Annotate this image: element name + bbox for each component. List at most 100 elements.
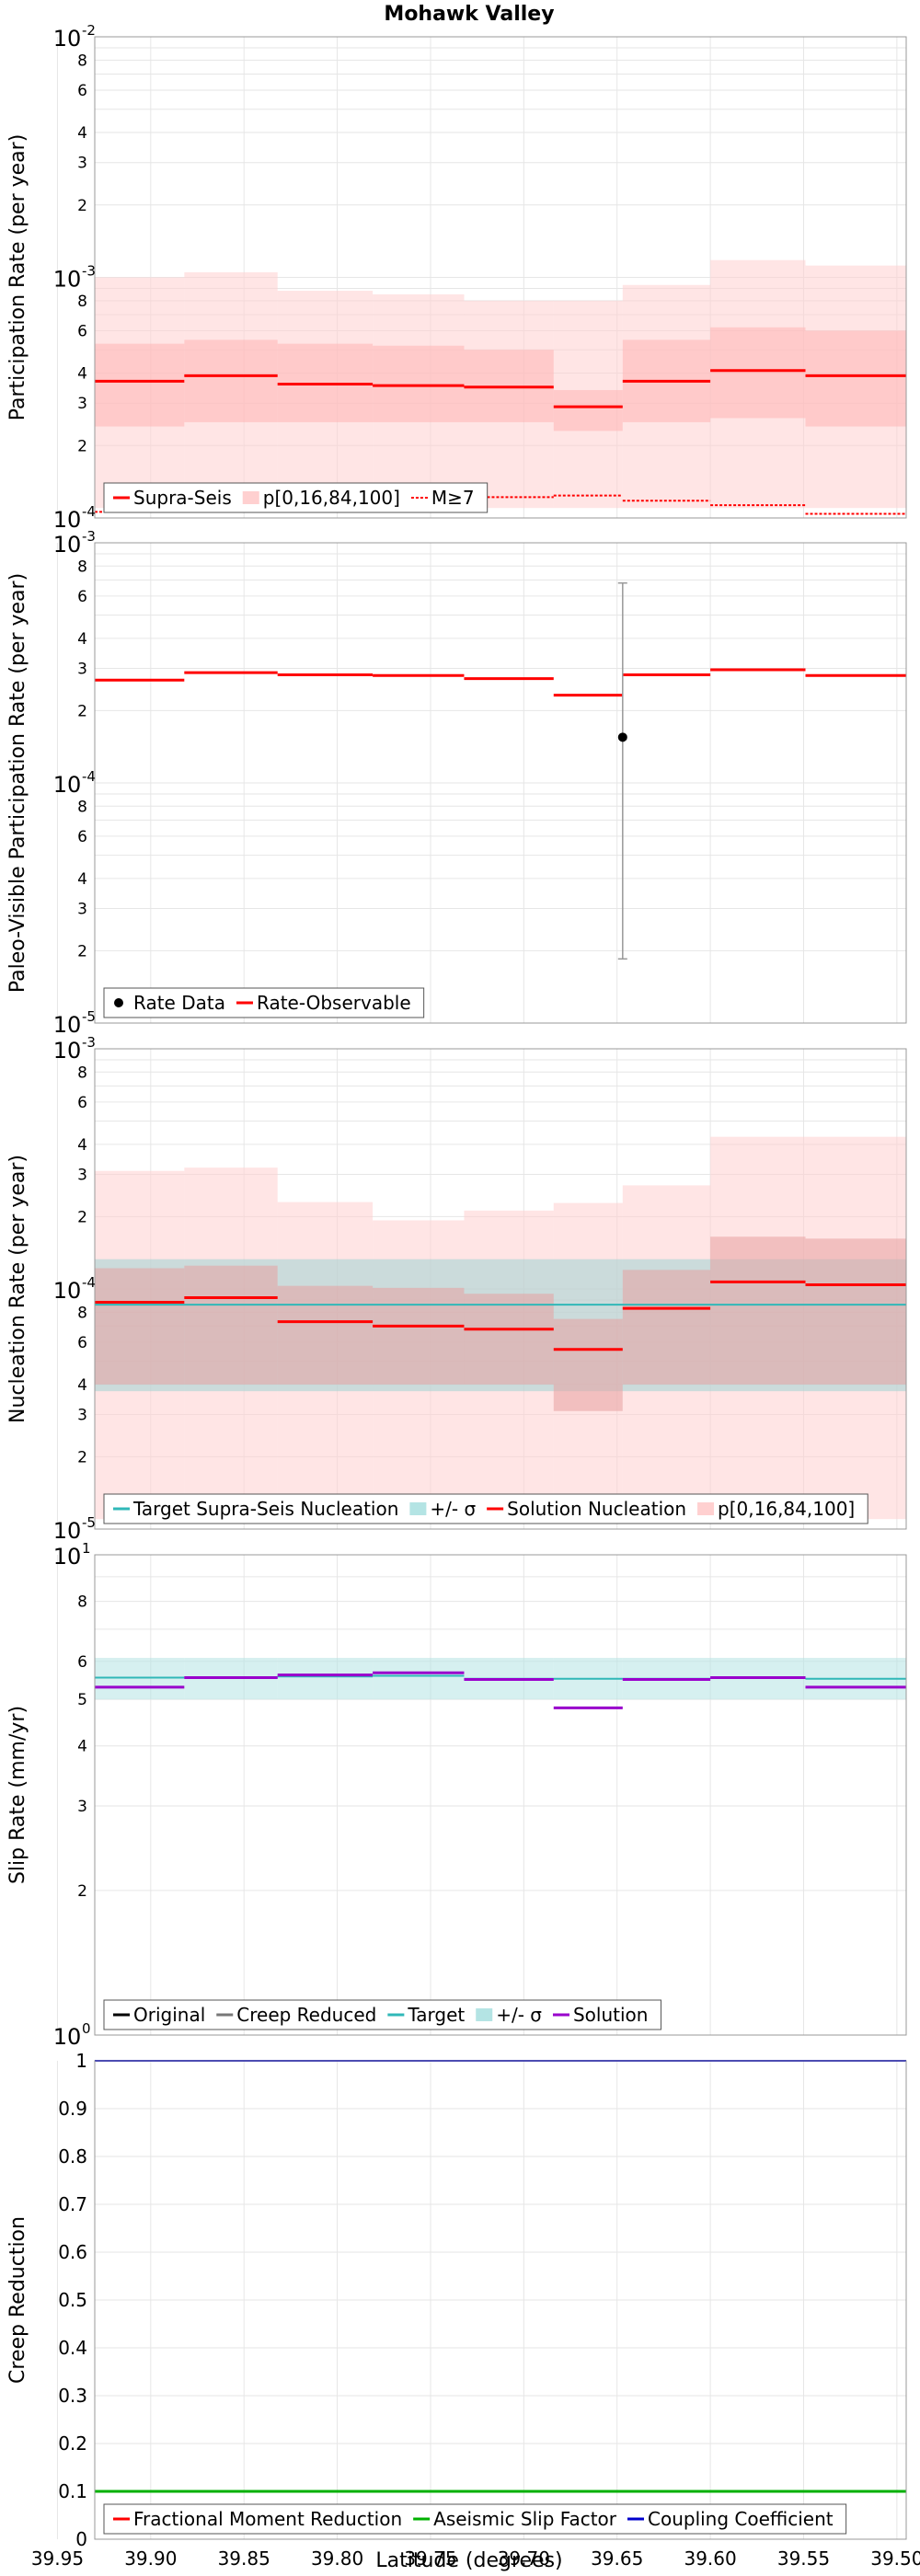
p16-84-band <box>622 1270 711 1385</box>
y-tick-major-base: 10 <box>53 772 82 798</box>
p16-84-band <box>805 330 906 427</box>
legend-label: Solution Nucleation <box>507 1498 686 1520</box>
plot-frame <box>94 1554 907 2036</box>
y-tick-minor: 3 <box>77 1166 87 1184</box>
legend-label: Coupling Coefficient <box>648 2508 834 2530</box>
y-tick-minor: 2 <box>77 1208 87 1226</box>
y-tick-minor: 4 <box>77 1376 87 1395</box>
y-tick-minor: 3 <box>77 900 87 918</box>
y-tick-minor: 3 <box>77 155 87 173</box>
chart-title: Mohawk Valley <box>384 3 554 26</box>
y-tick-major-exp: -4 <box>82 768 96 785</box>
y-tick: 0.5 <box>58 2289 87 2311</box>
y-tick-minor: 8 <box>77 52 87 70</box>
y-tick-minor: 4 <box>77 1136 87 1155</box>
y-tick-minor: 2 <box>77 1448 87 1466</box>
legend-label: Aseismic Slip Factor <box>433 2508 617 2530</box>
y-tick-minor: 3 <box>77 395 87 413</box>
y-tick-minor: 8 <box>77 798 87 816</box>
y-tick-minor: 4 <box>77 630 87 649</box>
target-sigma-band <box>373 1658 465 1700</box>
legend-label: +/- σ <box>430 1498 476 1520</box>
y-tick-major-exp: 1 <box>82 1540 91 1557</box>
p16-84-band <box>553 1318 623 1411</box>
x-tick-label: 39.95 <box>31 2547 84 2570</box>
y-tick-major-base: 10 <box>53 507 82 533</box>
legend-label: p[0,16,84,100] <box>718 1498 855 1520</box>
legend-box <box>103 1493 868 1524</box>
y-tick-minor: 2 <box>77 702 87 720</box>
x-tick-label: 39.75 <box>404 2547 456 2570</box>
legend-box <box>103 2503 847 2535</box>
y-tick: 1 <box>75 2050 87 2072</box>
legend-swatch <box>476 2008 493 2021</box>
y-tick-minor: 3 <box>77 660 87 678</box>
x-tick-label: 39.80 <box>311 2547 363 2570</box>
y-tick-major-base: 10 <box>53 2024 82 2050</box>
p16-84-band <box>710 1236 806 1385</box>
legend: Fractional Moment Reduction Aseismic Slip… <box>103 2503 847 2535</box>
p16-84-band <box>710 327 806 419</box>
y-tick-minor: 8 <box>77 558 87 576</box>
legend-label: Rate Data <box>133 992 225 1014</box>
y-tick-minor: 8 <box>77 1593 87 1612</box>
y-tick: 0.1 <box>58 2480 87 2502</box>
x-tick-label: 39.60 <box>684 2547 736 2570</box>
y-axis-label: Paleo-Visible Participation Rate (per ye… <box>6 573 29 993</box>
legend-label: Creep Reduced <box>236 2004 376 2026</box>
y-tick-major-base: 10 <box>53 532 82 558</box>
y-tick-major-exp: -2 <box>82 22 96 39</box>
y-tick: 0.6 <box>58 2241 87 2263</box>
y-tick-minor: 8 <box>77 1064 87 1082</box>
y-tick-minor: 2 <box>77 1882 87 1901</box>
legend-label: p[0,16,84,100] <box>263 487 400 509</box>
x-tick-label: 39.90 <box>124 2547 177 2570</box>
legend-label: Target Supra-Seis Nucleation <box>132 1498 398 1520</box>
y-tick-major-base: 10 <box>53 267 82 293</box>
y-tick-minor: 2 <box>77 437 87 455</box>
legend-label: +/- σ <box>496 2004 542 2026</box>
p16-84-band <box>184 1265 278 1385</box>
y-tick-major-exp: 0 <box>82 2020 91 2037</box>
y-tick-major-base: 10 <box>53 26 82 52</box>
legend: Target Supra-Seis Nucleation +/- σ Solutio… <box>103 1493 868 1524</box>
legend-swatch <box>409 1502 427 1515</box>
y-tick: 0.2 <box>58 2432 87 2455</box>
y-tick-minor: 3 <box>77 1798 87 1816</box>
legend-label: Rate-Observable <box>257 992 411 1014</box>
y-tick-major-exp: -3 <box>82 1034 96 1051</box>
y-tick-minor: 8 <box>77 293 87 311</box>
y-tick: 0 <box>75 2528 87 2550</box>
legend-label: Fractional Moment Reduction <box>133 2508 402 2530</box>
y-tick-major-base: 10 <box>53 1278 82 1304</box>
p16-84-band <box>277 1285 374 1385</box>
y-tick-minor: 2 <box>77 942 87 960</box>
rate-data-point <box>617 732 627 742</box>
p16-84-band <box>373 345 465 422</box>
p16-84-band <box>95 343 185 427</box>
legend-swatch <box>242 491 259 504</box>
y-tick-major-exp: -3 <box>82 528 96 545</box>
legend-swatch <box>114 998 123 1007</box>
y-tick-major-exp: -5 <box>82 1514 96 1531</box>
p16-84-band <box>805 1238 906 1385</box>
p16-84-band <box>373 1287 465 1385</box>
legend: Rate Data Rate-Observable <box>103 987 425 1018</box>
legend-box <box>103 482 489 513</box>
y-tick-minor: 6 <box>77 1334 87 1352</box>
y-tick-major-exp: -4 <box>82 503 96 520</box>
y-axis-label: Creep Reduction <box>6 2216 29 2384</box>
x-tick-label: 39.50 <box>870 2547 920 2570</box>
p16-84-band <box>553 390 623 431</box>
legend-label: M≥7 <box>431 487 475 509</box>
x-tick-label: 39.55 <box>777 2547 830 2570</box>
y-tick-minor: 4 <box>77 124 87 143</box>
target-sigma-band <box>277 1658 374 1700</box>
plot-frame <box>94 36 907 519</box>
y-axis-label: Nucleation Rate (per year) <box>6 1155 29 1423</box>
y-tick-minor: 5 <box>77 1691 87 1709</box>
y-tick-minor: 6 <box>77 323 87 341</box>
